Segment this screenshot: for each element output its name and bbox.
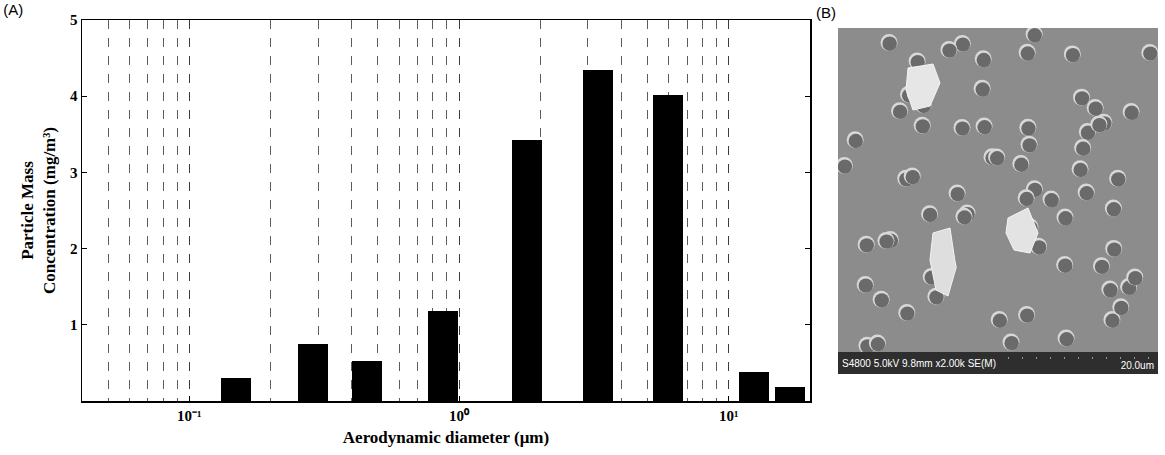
svg-text:(A): (A) xyxy=(3,1,23,18)
svg-text:Aerodynamic diameter (μm): Aerodynamic diameter (μm) xyxy=(343,428,549,447)
svg-text:4: 4 xyxy=(70,88,78,104)
svg-text:2: 2 xyxy=(70,241,78,257)
svg-text:S4800 5.0kV 9.8mm x2.00k SE(M): S4800 5.0kV 9.8mm x2.00k SE(M) xyxy=(842,358,996,369)
svg-text:20.0um: 20.0um xyxy=(1121,360,1154,371)
svg-text:5: 5 xyxy=(70,12,78,28)
svg-text:3: 3 xyxy=(70,165,78,181)
svg-text:10⁻¹: 10⁻¹ xyxy=(177,408,202,424)
svg-text:Particle MassConcentration (mg: Particle MassConcentration (mg/m³) xyxy=(18,127,59,294)
svg-text:10¹: 10¹ xyxy=(719,408,739,424)
svg-text:10⁰: 10⁰ xyxy=(449,407,470,424)
svg-text:1: 1 xyxy=(70,317,78,333)
html-text:(B): (B) xyxy=(816,4,836,21)
